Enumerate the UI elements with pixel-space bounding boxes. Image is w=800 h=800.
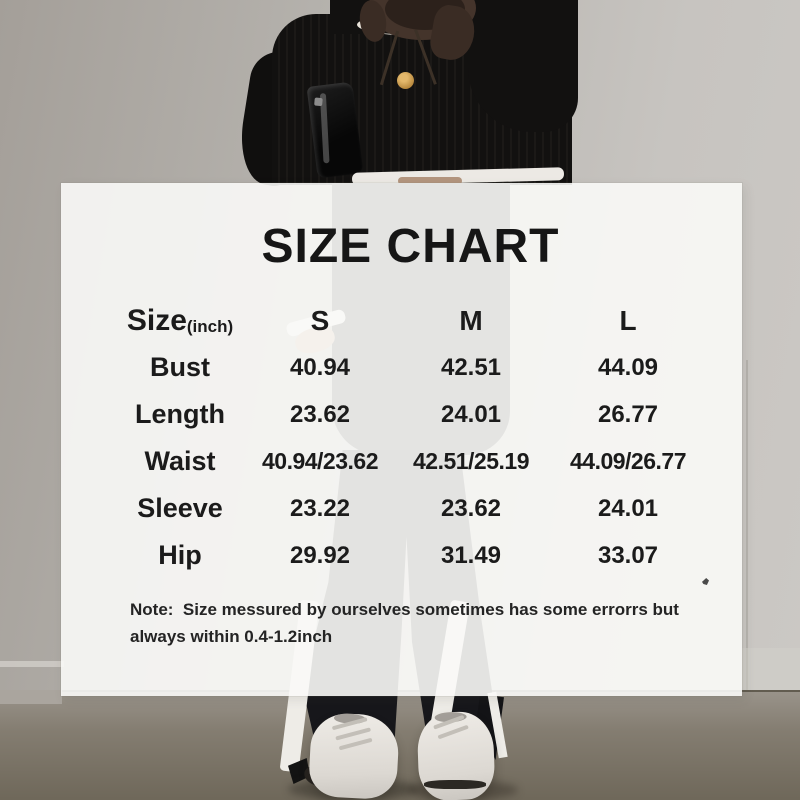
header-size-cell: Size(inch) [109,304,251,338]
unit-label: (inch) [186,316,234,336]
wall-baseboard-left [0,661,64,667]
size-chart-panel: SIZE CHART Size(inch) S M L Bust 40.94 4… [61,183,742,696]
row-label-waist: Waist [144,446,216,476]
sneaker-right-sole [424,780,486,789]
hip-s: 29.92 [289,541,351,569]
row-label-sleeve: Sleeve [137,493,223,523]
waist-m: 42.51/25.19 [412,448,530,474]
wall-corner-line [746,360,748,690]
clutch-clasp [314,97,323,107]
sneaker-right-lace [437,724,469,740]
sneaker-left [307,711,401,800]
waist-l: 44.09/26.77 [569,448,687,474]
sleeve-m: 23.62 [440,494,502,522]
column-header-s: S [310,304,330,336]
bust-m: 42.51 [440,353,502,381]
length-m: 24.01 [440,400,502,428]
speck-artifact [702,578,709,585]
wall-baseboard-right [740,648,800,690]
size-chart-table: Size(inch) S M L Bust 40.94 42.51 44.09 … [109,297,703,579]
sneaker-left-lace [338,737,373,751]
sleeve-l: 24.01 [597,494,659,522]
length-l: 26.77 [597,400,659,428]
hip-l: 33.07 [597,541,659,569]
size-label: Size [126,303,187,337]
size-chart-note: Note: Size messured by ourselves sometim… [130,600,684,646]
waist-s: 40.94/23.62 [261,448,379,474]
bust-s: 40.94 [289,353,351,381]
wall-floor-junction [0,690,62,704]
row-label-hip: Hip [158,540,202,570]
model-midriff [398,177,462,185]
row-label-bust: Bust [150,352,210,382]
necklace-pendant [397,72,414,89]
row-label-length: Length [135,399,225,429]
photo-floor [0,690,800,800]
column-header-m: M [459,304,483,336]
bust-l: 44.09 [597,353,659,381]
sleeve-s: 23.22 [289,494,351,522]
model-raised-arm [468,0,578,132]
length-s: 23.62 [289,400,351,428]
hip-m: 31.49 [440,541,502,569]
column-header-l: L [619,304,637,336]
size-chart-title: SIZE CHART [261,220,560,273]
